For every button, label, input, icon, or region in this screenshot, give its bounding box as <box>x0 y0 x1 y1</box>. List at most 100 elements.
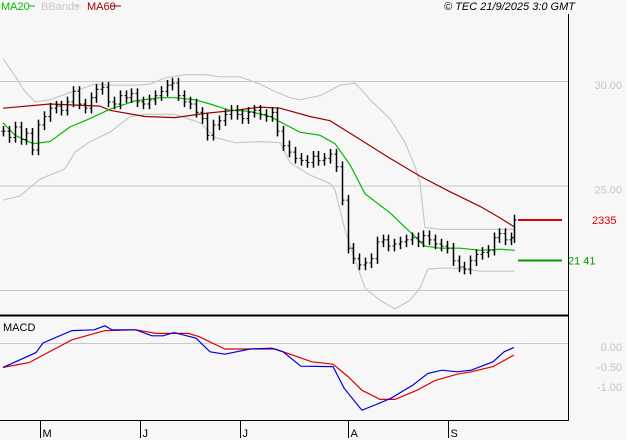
ohlc-bar <box>369 253 374 269</box>
ohlc-bar <box>316 151 321 166</box>
ohlc-bar <box>211 119 216 141</box>
ohlc-bar <box>512 214 517 243</box>
ohlc-bar <box>54 100 59 114</box>
macd-tick-label: -1.00 <box>597 382 622 394</box>
ohlc-bar <box>439 238 444 252</box>
ohlc-bar <box>421 230 426 248</box>
ohlc-bar <box>159 86 164 101</box>
month-tick-label: S <box>451 428 458 440</box>
ohlc-bar <box>275 107 280 137</box>
ohlc-bar <box>340 161 345 206</box>
bband-upper-line <box>2 58 515 230</box>
ohlc-bar <box>1 125 6 137</box>
ohlc-bar <box>363 257 368 271</box>
ohlc-bar <box>48 102 53 122</box>
month-tick-label: M <box>43 428 52 440</box>
ohlc-bar <box>392 238 397 252</box>
ohlc-bar <box>176 77 181 101</box>
price-bars <box>1 77 517 275</box>
ohlc-bar <box>89 92 94 114</box>
gridlines <box>0 81 568 344</box>
ma60-last-label: 2335 <box>592 215 616 227</box>
ohlc-bar <box>229 105 234 120</box>
ma20-last-label: 21 41 <box>568 256 596 268</box>
ohlc-bar <box>480 247 485 260</box>
ohlc-bar <box>165 79 170 97</box>
ohlc-bar <box>486 245 491 258</box>
ohlc-bar <box>293 146 298 164</box>
ohlc-bar <box>100 82 105 95</box>
ohlc-bar <box>416 232 421 248</box>
ohlc-bar <box>188 96 193 110</box>
ohlc-bar <box>135 88 140 108</box>
ohlc-bar <box>24 128 29 145</box>
ohlc-bar <box>13 121 18 143</box>
ohlc-bar <box>322 153 327 166</box>
ohlc-bar <box>404 234 409 248</box>
ohlc-bar <box>94 84 99 103</box>
month-tick-label: J <box>243 428 249 440</box>
ohlc-bar <box>311 151 316 168</box>
ohlc-bar <box>462 261 467 275</box>
ohlc-bar <box>270 107 275 122</box>
ohlc-bar <box>129 88 134 103</box>
ohlc-bar <box>205 113 210 141</box>
ohlc-bar <box>124 90 129 103</box>
axes: 30.00 25.00 0.00 -0.50 -1.00 2335 21 41 M J J A S <box>40 80 622 440</box>
ohlc-bar <box>258 105 263 120</box>
ohlc-bar <box>474 249 479 266</box>
macd-title: MACD <box>3 322 35 334</box>
month-tick-label: A <box>351 428 359 440</box>
ohlc-bar <box>287 140 292 158</box>
ohlc-bar <box>375 236 380 264</box>
price-tick-label: 25.00 <box>594 185 622 197</box>
legend-bbands-label: BBands <box>41 1 80 13</box>
ohlc-bar <box>217 115 222 131</box>
bollinger-bands <box>2 58 515 310</box>
ohlc-bar <box>83 98 88 114</box>
ohlc-bar <box>468 255 473 275</box>
ohlc-bar <box>7 125 12 143</box>
price-tick-label: 30.00 <box>594 80 622 92</box>
ohlc-bar <box>77 86 82 110</box>
ohlc-bar <box>410 232 415 246</box>
ohlc-bar <box>36 119 41 156</box>
ma60-line <box>2 103 516 228</box>
ohlc-bar <box>106 82 111 108</box>
ohlc-bar <box>118 90 123 110</box>
macd-tick-label: -0.50 <box>597 362 622 374</box>
ohlc-bar <box>246 107 251 124</box>
ohlc-bar <box>357 253 362 271</box>
ohlc-bar <box>503 228 508 246</box>
macd-tick-label: 0.00 <box>601 342 622 354</box>
ohlc-bar <box>59 100 64 116</box>
ohlc-bar <box>200 107 205 124</box>
bband-lower-line <box>2 113 515 310</box>
ohlc-bar <box>252 105 257 118</box>
legend-ma60-label: MA60 <box>87 1 116 13</box>
ohlc-bar <box>153 90 158 106</box>
ohlc-bar <box>65 96 70 116</box>
ohlc-bar <box>457 255 462 273</box>
ohlc-bar <box>497 228 502 243</box>
legend-ma20-label: MA20 <box>1 1 30 13</box>
ohlc-bar <box>71 86 76 108</box>
ohlc-bar <box>235 105 240 120</box>
ohlc-bar <box>240 109 245 124</box>
ohlc-bar <box>30 128 35 156</box>
ohlc-bar <box>19 121 24 145</box>
ohlc-bar <box>42 111 47 131</box>
copyright-timestamp: © TEC 21/9/2025 3:0 GMT <box>444 1 576 13</box>
ohlc-bar <box>351 242 356 264</box>
macd-panel: MACD <box>2 322 515 411</box>
ohlc-bar <box>170 77 175 91</box>
month-tick-label: J <box>143 428 149 440</box>
ohlc-bar <box>381 234 386 248</box>
macd-signal-line <box>2 329 515 400</box>
ohlc-bar <box>346 194 351 254</box>
ohlc-bar <box>427 230 432 246</box>
ohlc-bar <box>264 109 269 122</box>
ohlc-bar <box>141 96 146 110</box>
ohlc-bar <box>445 240 450 254</box>
